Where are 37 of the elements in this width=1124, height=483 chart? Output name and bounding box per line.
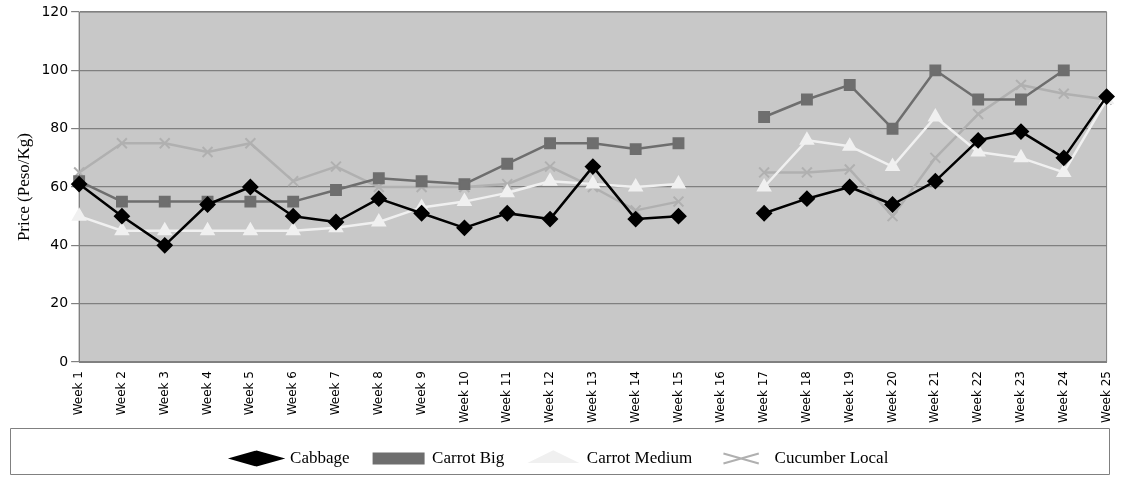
x-tick-label: Week 17: [756, 371, 771, 424]
x-tick-label: Week 23: [1013, 371, 1028, 424]
x-tick-label: Week 6: [285, 371, 300, 416]
legend-label: Carrot Medium: [586, 447, 693, 467]
y-tick-label: 100: [41, 60, 69, 77]
y-tick-label: 20: [50, 294, 69, 311]
y-tick-label: 40: [50, 236, 69, 252]
y-tick-label: 60: [50, 177, 69, 194]
x-tick-label: Week 4: [199, 371, 214, 416]
y-tick-label: 0: [59, 352, 69, 369]
x-tick-label: Week 16: [713, 371, 728, 424]
x-tick-label: Week 5: [242, 371, 257, 416]
y-tick-label: 120: [41, 2, 69, 19]
x-tick-label: Week 25: [1098, 371, 1113, 424]
y-axis-title: Price (Peso/Kg): [13, 132, 33, 242]
x-tick-label: Week 9: [413, 371, 428, 416]
x-tick-label: Week 2: [114, 371, 129, 416]
x-tick-label: Week 3: [156, 371, 171, 416]
legend-label: Carrot Big: [432, 447, 505, 467]
x-tick-label: Week 24: [1055, 371, 1070, 424]
x-tick-label: Week 20: [884, 371, 899, 424]
x-tick-label: Week 18: [799, 371, 814, 424]
x-tick-label: Week 21: [927, 371, 942, 424]
x-tick-label: Week 22: [970, 371, 985, 424]
legend-label: Cucumber Local: [774, 447, 889, 467]
x-tick-label: Week 15: [670, 371, 685, 424]
x-tick-label: Week 19: [841, 371, 856, 424]
legend-label: Cabbage: [290, 447, 350, 467]
y-tick-label: 80: [50, 119, 69, 136]
x-tick-label: Week 1: [71, 371, 86, 416]
x-tick-label: Week 8: [370, 371, 385, 416]
x-tick-label: Week 7: [328, 371, 343, 416]
x-tick-label: Week 14: [627, 371, 642, 424]
x-tick-label: Week 11: [499, 371, 514, 424]
x-tick-label: Week 13: [584, 371, 599, 424]
x-tick-label: Week 12: [542, 371, 557, 424]
x-tick-label: Week 10: [456, 371, 471, 424]
